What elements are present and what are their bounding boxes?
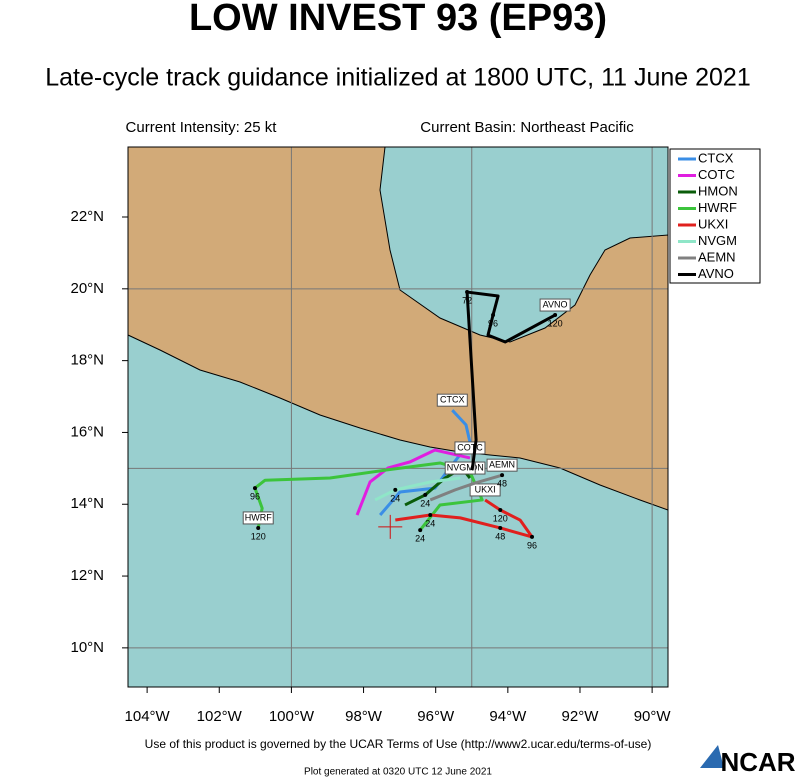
y-tick-label: 18°N — [70, 352, 104, 369]
hour-label: 120 — [548, 318, 563, 328]
hour-label: 48 — [495, 531, 505, 541]
hour-label: 24 — [425, 518, 435, 528]
track — [355, 448, 471, 516]
hour-point — [498, 507, 503, 512]
storm-position — [378, 514, 403, 539]
track-tag: NVGM — [447, 462, 474, 472]
track-tag-box — [436, 393, 468, 407]
hour-point — [428, 513, 433, 518]
legend-label: AEMN — [698, 249, 736, 264]
y-tick-label: 20°N — [70, 280, 104, 297]
track-tag-box — [539, 298, 571, 312]
track-tag-box — [486, 458, 518, 472]
hour-label: 96 — [527, 540, 537, 550]
hour-label: 96 — [488, 318, 498, 328]
x-tick-label: 102°W — [197, 708, 243, 725]
hour-point — [498, 525, 503, 530]
track-tag: CTCX — [440, 395, 465, 405]
hour-point — [393, 487, 398, 492]
track-tag: AVNO — [543, 299, 568, 309]
track-tag-box — [454, 441, 486, 455]
legend-label: HWRF — [698, 200, 737, 215]
x-tick-label: 92°W — [562, 708, 600, 725]
subtitle: Late-cycle track guidance initialized at… — [45, 64, 751, 92]
hour-point — [553, 313, 558, 318]
track-tag-box — [444, 461, 476, 475]
x-tick-label: 100°W — [269, 708, 315, 725]
track — [253, 461, 484, 532]
hour-point — [256, 525, 261, 530]
track — [465, 290, 556, 471]
track-tag: AEMN — [489, 460, 515, 470]
legend-label: UKXI — [698, 216, 728, 231]
track-tag-box — [469, 483, 501, 497]
legend-label: COTC — [698, 167, 735, 182]
hour-point — [500, 473, 505, 478]
legend — [669, 148, 761, 284]
title: LOW INVEST 93 (EP93) — [189, 0, 607, 39]
basin: Current Basin: Northeast Pacific — [420, 119, 634, 136]
hour-point — [530, 534, 535, 539]
hour-label: 120 — [251, 531, 266, 541]
y-tick-label: 10°N — [70, 639, 104, 656]
hour-label: 120 — [493, 513, 508, 523]
generated: Plot generated at 0320 UTC 12 June 2021 — [304, 767, 492, 778]
y-tick-label: 16°N — [70, 423, 104, 440]
hour-label: 24 — [390, 493, 400, 503]
track — [374, 476, 461, 502]
footer: Use of this product is governed by the U… — [145, 737, 652, 751]
hour-point — [252, 486, 257, 491]
x-tick-label: 96°W — [417, 708, 455, 725]
track-tag: HWRF — [245, 512, 272, 522]
legend-label: HMON — [698, 183, 738, 198]
hour-point — [423, 492, 428, 497]
track-tag: COTC — [457, 442, 483, 452]
logo: NCAR — [720, 747, 795, 777]
hour-point — [491, 313, 496, 318]
y-tick-label: 14°N — [70, 495, 104, 512]
hour-label: 48 — [497, 479, 507, 489]
land — [127, 146, 669, 511]
x-tick-label: 90°W — [634, 708, 672, 725]
track — [395, 498, 534, 539]
legend-label: CTCX — [698, 150, 734, 165]
hour-point — [465, 290, 470, 295]
intensity: Current Intensity: 25 kt — [126, 119, 278, 136]
track-tag: UKXI — [475, 484, 496, 494]
x-tick-label: 94°W — [489, 708, 527, 725]
legend-label: AVNO — [698, 266, 734, 281]
hour-point — [418, 528, 423, 533]
hour-label: 72 — [462, 295, 472, 305]
logo-mark — [700, 745, 724, 768]
track — [429, 473, 503, 502]
x-tick-label: 104°W — [125, 708, 171, 725]
hour-label: 24 — [415, 533, 425, 543]
y-tick-label: 12°N — [70, 567, 104, 584]
hour-label: 24 — [420, 498, 430, 508]
y-tick-label: 22°N — [70, 208, 104, 225]
track-tag-box — [242, 511, 274, 525]
x-tick-label: 98°W — [345, 708, 383, 725]
hour-label: 96 — [250, 491, 260, 501]
map-frame — [127, 146, 669, 688]
legend-label: NVGM — [698, 233, 737, 248]
